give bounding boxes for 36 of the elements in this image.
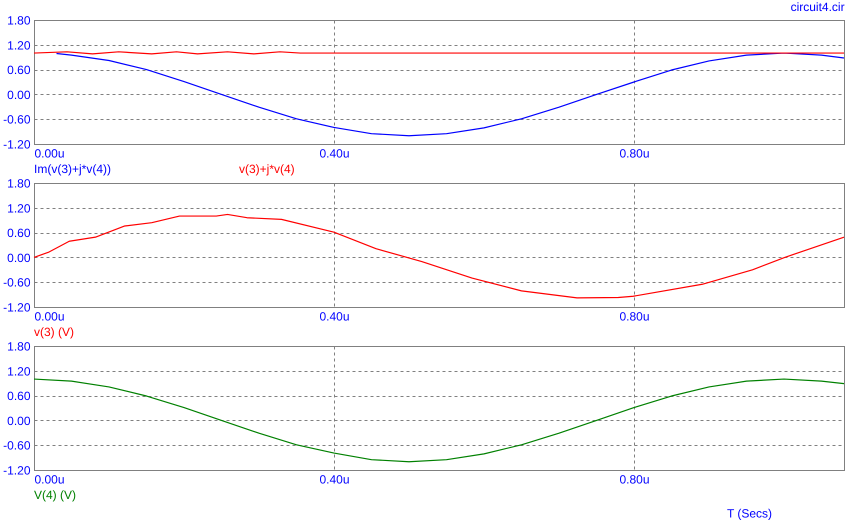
chart-title: circuit4.cir	[790, 0, 845, 14]
y-tick-label: 0.60	[7, 226, 31, 240]
y-tick-label: 1.20	[7, 38, 31, 52]
y-tick-label: 1.20	[7, 201, 31, 216]
line-series	[56, 52, 845, 136]
y-tick-label: 0.00	[7, 250, 31, 265]
y-tick-label: 1.80	[7, 176, 31, 190]
x-tick-label: 0.40u	[319, 310, 350, 324]
x-tick-label: 0.00u	[34, 472, 65, 486]
y-tick-label: 0.00	[7, 88, 31, 102]
x-tick-label: 0.40u	[319, 146, 350, 160]
text: v(3) (V)	[34, 325, 74, 339]
text: v(3)+j*v(4)	[239, 162, 295, 176]
y-tick-label: 1.80	[7, 14, 31, 28]
y-tick-label: -1.20	[3, 464, 31, 478]
y-tick-label: 1.80	[7, 340, 31, 354]
y-tick-label: 0.60	[7, 389, 31, 404]
text: V(4) (V)	[34, 488, 76, 502]
x-axis-title: T (Secs)	[726, 506, 772, 520]
x-tick-label: 0.80u	[619, 310, 650, 324]
y-tick-label: -1.20	[3, 138, 31, 152]
x-tick-label: 0.00u	[34, 310, 65, 324]
x-tick-label: 0.80u	[619, 146, 650, 160]
x-tick-label: 0.40u	[319, 472, 350, 486]
y-tick-label: 0.00	[7, 414, 31, 428]
y-tick-label: 0.60	[7, 63, 31, 78]
y-tick-label: 1.20	[7, 364, 31, 378]
line-series	[33, 214, 845, 299]
y-tick-label: -0.60	[3, 438, 31, 453]
y-tick-label: -1.20	[3, 300, 31, 314]
x-tick-label: 0.00u	[34, 146, 65, 160]
line-series	[33, 378, 845, 462]
x-tick-label: 0.80u	[619, 472, 650, 486]
y-tick-label: -0.60	[3, 112, 31, 127]
text: Im(v(3)+j*v(4))	[34, 162, 111, 176]
y-tick-label: -0.60	[3, 276, 31, 290]
